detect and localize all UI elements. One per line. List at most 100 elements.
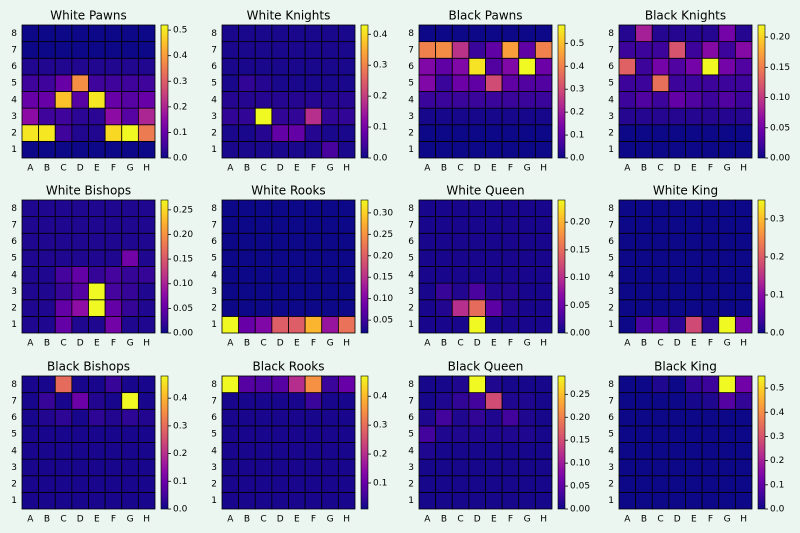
heatmap-cell [485,41,503,59]
y-tick-label: 1 [11,320,17,330]
heatmap-cell [21,140,40,159]
heatmap-cell [238,24,256,43]
heatmap-cell [337,299,356,317]
heatmap-cell [451,315,470,334]
heatmap-cell [618,232,637,251]
heatmap-cell [501,91,520,109]
colorbar-tick-label: 0.3 [770,432,784,442]
heatmap-cell [88,442,106,460]
heatmap-cell [88,249,106,267]
heatmap-cell [418,232,437,251]
heatmap-cell [718,315,736,334]
heatmap-cell [518,216,536,234]
colorbar-tick-label: 0.25 [173,205,193,215]
heatmap-cell [221,475,240,493]
heatmap-cell [435,199,453,218]
y-tick-label: 4 [608,95,614,105]
heatmap-cell [104,140,123,159]
heatmap-cell [435,442,453,460]
heatmap-cell [435,315,453,334]
y-tick-label: 2 [211,480,217,490]
heatmap-cell [734,107,753,126]
heatmap-cell [121,475,139,493]
heatmap-cell [668,74,686,92]
y-tick-label: 1 [608,496,614,506]
x-tick-label: G [724,164,731,174]
y-tick-label: 6 [211,413,217,423]
heatmap-cell [418,392,437,410]
heatmap-cell [238,216,256,234]
heatmap-cell [701,24,720,43]
heatmap-cell [701,408,720,427]
heatmap-cell [618,216,637,234]
heatmap-cell [321,232,339,251]
heatmap-cell [468,124,486,142]
panel-title: White King [653,184,718,198]
heatmap-cell [701,425,720,443]
heatmap-cell [88,232,106,251]
y-tick-label: 1 [211,496,217,506]
heatmap-cell [668,491,686,510]
heatmap-cell [534,408,553,427]
colorbar-tick-label: 0.1 [570,131,584,141]
heatmap-cell [221,491,240,510]
heatmap-cell [734,491,753,510]
heatmap-cell [485,282,503,301]
heatmap-cell [38,232,56,251]
heatmap-cell [121,491,139,510]
x-tick-label: B [244,515,250,525]
y-tick-label: 7 [608,45,614,55]
heatmap-cell [685,315,703,334]
heatmap-cell [121,266,139,284]
heatmap-cell [304,266,323,284]
heatmap-cell [271,140,289,159]
heatmap-cell [668,124,686,142]
heatmap-cell [337,425,356,443]
heatmap-cell [534,199,553,218]
colorbar [160,24,169,159]
heatmap-cell [501,408,520,427]
heatmap-cell [635,140,653,159]
x-tick-label: A [27,339,34,349]
colorbar-tick-label: 0.15 [570,245,590,255]
colorbar-tick-label: 0.2 [770,253,784,263]
heatmap-cell [104,299,123,317]
y-tick-label: 1 [608,320,614,330]
x-tick-label: F [311,515,316,525]
colorbar-tick-label: 0.15 [373,273,393,283]
heatmap-cell [534,24,553,43]
heatmap-cell [718,140,736,159]
heatmap-cell [418,249,437,267]
heatmap-cell [288,266,306,284]
heatmap-cell [271,107,289,126]
heatmap-cell [451,140,470,159]
heatmap-cell [435,140,453,159]
heatmap-cell [718,425,736,443]
colorbar-tick-label: 0.1 [770,480,784,490]
heatmap-cell [54,408,73,427]
heatmap-cell [304,375,323,394]
y-tick-label: 3 [11,112,17,122]
heatmap-cell [304,140,323,159]
heatmap-cell [321,91,339,109]
heatmap-cell [485,107,503,126]
heatmap-cell [54,475,73,493]
colorbar-tick-label: 0.10 [770,93,790,103]
heatmap-cell [685,124,703,142]
heatmap-cell [254,199,273,218]
heatmap-cell [651,24,670,43]
heatmap-cell [121,425,139,443]
heatmap-cell [88,282,106,301]
heatmap-cell [221,24,240,43]
y-tick-label: 4 [211,95,217,105]
heatmap-cell [485,458,503,477]
colorbar [360,375,369,510]
heatmap-cell [685,266,703,284]
heatmap-cell [534,249,553,267]
heatmap-cell [418,140,437,159]
heatmap-cell [88,375,106,394]
heatmap-cell [254,475,273,493]
heatmap-cell [468,475,486,493]
heatmap-cell [651,216,670,234]
x-tick-label: B [44,339,50,349]
